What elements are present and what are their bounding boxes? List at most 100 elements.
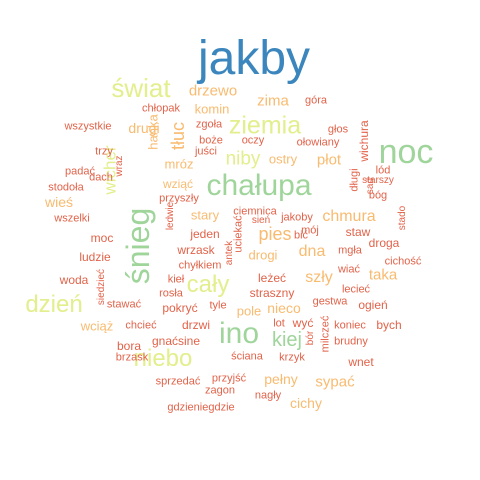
- word-chylkiem: chyłkiem: [178, 259, 222, 272]
- word-straszny: straszny: [249, 286, 295, 300]
- word-nagly: nagły: [254, 389, 282, 402]
- word-kiel: kieł: [167, 273, 185, 286]
- word-jeden: jeden: [190, 227, 220, 241]
- word-trzy: trzy: [95, 145, 113, 158]
- word-przyszly: przyszły: [159, 192, 199, 205]
- word-dzien: dzień: [25, 291, 83, 318]
- word-komin: komin: [194, 101, 230, 117]
- word-ostry: ostry: [268, 151, 298, 167]
- word-ziemia: ziemia: [228, 111, 302, 140]
- word-zagon: zagon: [205, 384, 235, 397]
- word-jusci: juści: [194, 145, 218, 158]
- word-stawac: stawać: [106, 298, 142, 311]
- word-stary: stary: [190, 207, 220, 223]
- word-uciekac: uciekać: [232, 215, 245, 253]
- word-chmura: chmura: [322, 208, 376, 225]
- word-nieco: nieco: [267, 300, 301, 316]
- word-snieg: śnieg: [120, 207, 156, 285]
- word-swiat: świat: [111, 73, 171, 103]
- word-noc: noc: [378, 133, 434, 171]
- word-pole: pole: [236, 303, 262, 319]
- word-sprzedac: sprzedać: [155, 375, 201, 388]
- word-moj: mój: [301, 224, 319, 237]
- word-glos: głos: [327, 123, 349, 136]
- word-przyjsc: przyjść: [211, 372, 247, 385]
- word-bych: bych: [376, 318, 402, 332]
- word-chciec: chcieć: [125, 319, 157, 332]
- word-lot: lot: [273, 317, 285, 330]
- word-ciemnica: ciemnica: [233, 205, 277, 218]
- word-plot: płot: [316, 151, 342, 169]
- word-ogien: ogień: [358, 298, 388, 312]
- word-sciana: ściana: [231, 350, 263, 363]
- word-leciec: lecieć: [341, 283, 371, 296]
- word-niebo: niebo: [133, 345, 193, 372]
- word-wnet: wnet: [348, 355, 374, 369]
- word-stodola: stodoła: [48, 181, 84, 194]
- word-taka: taka: [368, 266, 398, 284]
- word-mroz: mróz: [164, 156, 194, 172]
- word-ino: ino: [218, 317, 260, 350]
- word-siedziec: siedzieć: [96, 268, 107, 306]
- word-cichy: cichy: [290, 395, 322, 411]
- word-drogi: drogi: [248, 247, 278, 263]
- word-oczy: oczy: [241, 134, 265, 147]
- word-wyc: wyć: [292, 316, 314, 330]
- word-starszy: starszy: [362, 175, 394, 186]
- word-szly: szły: [305, 269, 333, 286]
- word-tyle: tyle: [209, 299, 227, 312]
- word-wszystkie: wszystkie: [64, 120, 112, 133]
- word-wraz: wraz: [114, 155, 125, 177]
- word-bic: bić: [293, 229, 309, 242]
- word-gnacsine: gnaćsine: [151, 334, 201, 348]
- word-drzewo: drzewo: [188, 82, 238, 100]
- word-olowiany: ołowiany: [296, 136, 340, 149]
- word-jakby: jakby: [197, 32, 311, 85]
- word-kiej: kiej: [271, 329, 303, 351]
- word-stado: stado: [397, 205, 408, 231]
- word-mgla: mgła: [338, 244, 362, 257]
- word-bog: bóg: [368, 189, 388, 202]
- word-drugi: drugi: [128, 120, 160, 136]
- word-caly: cały: [186, 271, 230, 298]
- word-antek: antek: [224, 240, 235, 266]
- word-chlopak: chłopak: [142, 102, 180, 115]
- word-krzyk: krzyk: [279, 351, 305, 364]
- word-pelny: pełny: [264, 371, 298, 387]
- word-wrzask: wrzask: [177, 243, 215, 257]
- word-bor: bór: [305, 330, 316, 346]
- word-sypac: sypać: [315, 373, 355, 391]
- word-zima: zima: [257, 92, 289, 110]
- word-rosla: rosła: [159, 287, 183, 300]
- word-gdzieniegdzie: gdzieniegdzie: [167, 401, 235, 414]
- word-zgola: zgoła: [195, 118, 223, 131]
- word-sien: sień: [251, 215, 271, 226]
- word-dlugi: długi: [348, 168, 361, 192]
- word-lezec: leżeć: [257, 271, 287, 285]
- word-wichura: wichura: [357, 120, 371, 162]
- word-lod: lód: [375, 164, 391, 177]
- word-dach: dach: [89, 171, 113, 184]
- word-pokryc: pokryć: [162, 301, 198, 315]
- word-gora: góra: [304, 94, 328, 107]
- word-boze: boże: [199, 134, 223, 147]
- word-cichosc: cichość: [384, 255, 422, 268]
- word-gestwa: gestwa: [312, 295, 348, 308]
- word-dna: dna: [298, 243, 326, 260]
- word-wziac: wziąć: [162, 177, 194, 191]
- word-padac: padać: [65, 165, 95, 178]
- word-ludzie: ludzie: [79, 250, 111, 264]
- word-niby: niby: [225, 148, 261, 170]
- word-pies: pies: [258, 224, 292, 244]
- word-brudny: brudny: [334, 335, 368, 348]
- word-moc: moc: [90, 231, 114, 245]
- word-wciaz: wciąż: [80, 318, 114, 334]
- word-ledwie: ledwie: [165, 201, 176, 231]
- word-milczec: milczeć: [319, 315, 332, 353]
- word-drzwi: drzwi: [181, 318, 211, 332]
- word-hanka: hanka: [145, 114, 161, 150]
- word-jakoby: jakoby: [281, 211, 313, 224]
- word-wszelki: wszelki: [54, 212, 90, 225]
- word-droga: droga: [368, 236, 400, 250]
- word-bora: bora: [116, 339, 142, 353]
